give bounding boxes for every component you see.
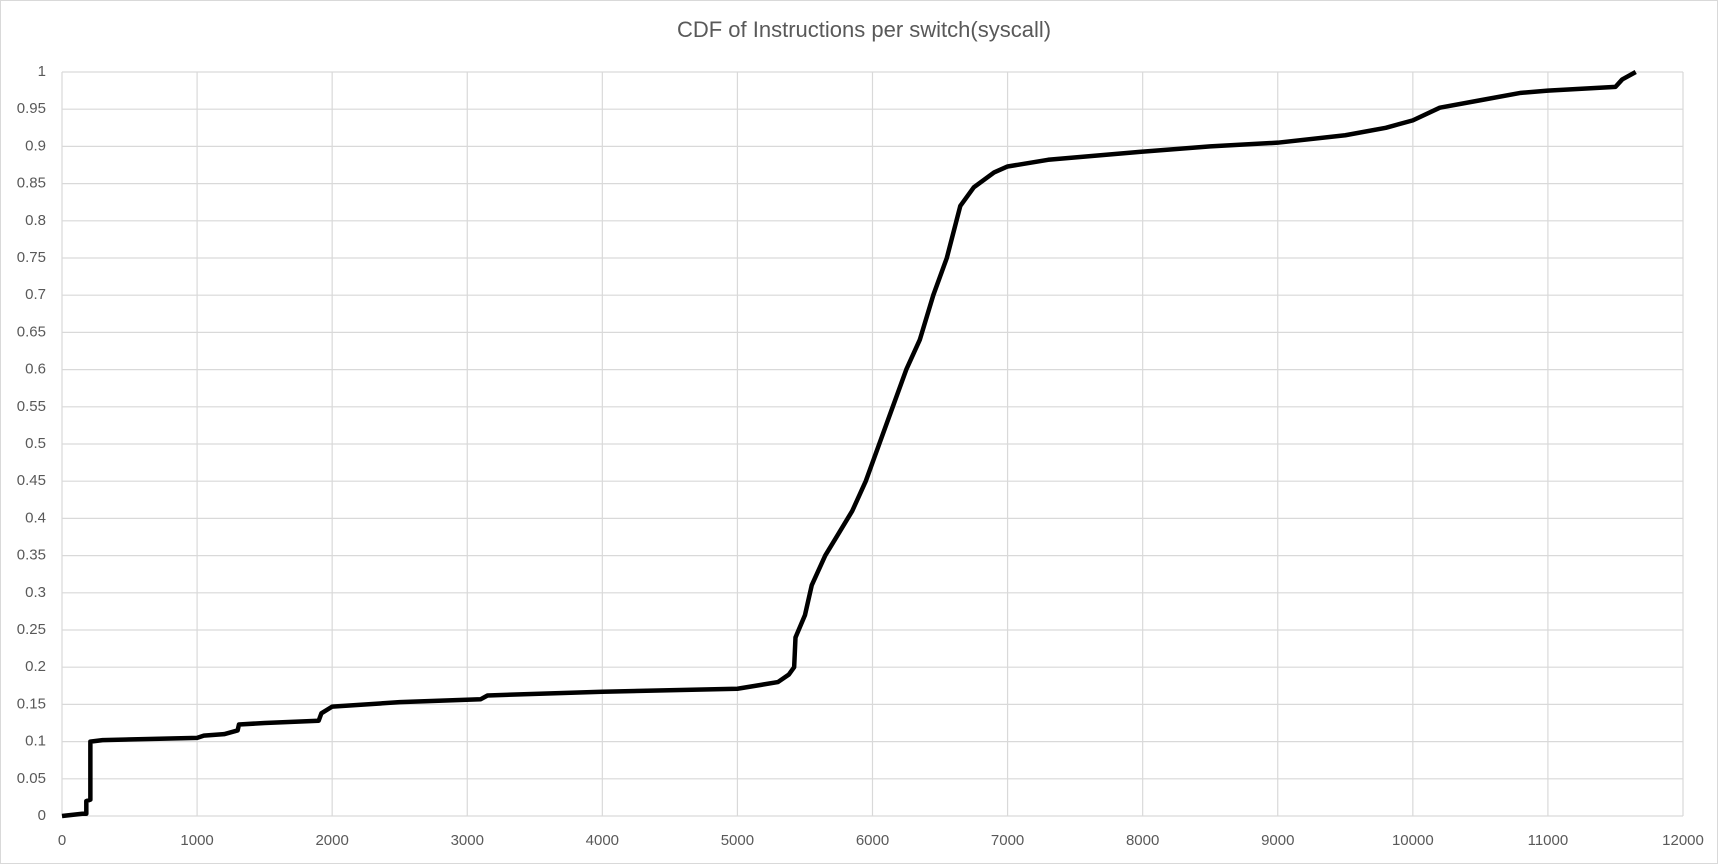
y-tick-label: 0.2: [25, 658, 46, 675]
x-tick-label: 5000: [721, 832, 754, 849]
y-tick-label: 1: [38, 63, 46, 80]
y-tick-label: 0.35: [17, 547, 46, 564]
x-tick-label: 3000: [451, 832, 484, 849]
y-tick-label: 0.65: [17, 323, 46, 340]
chart-title: CDF of Instructions per switch(syscall): [677, 17, 1051, 42]
y-tick-label: 0.75: [17, 249, 46, 266]
y-tick-label: 0.8: [25, 212, 46, 229]
x-tick-label: 0: [58, 832, 66, 849]
y-tick-label: 0.15: [17, 695, 46, 712]
y-tick-label: 0.85: [17, 175, 46, 192]
y-tick-label: 0.7: [25, 286, 46, 303]
x-tick-label: 2000: [315, 832, 348, 849]
x-tick-label: 10000: [1392, 832, 1434, 849]
y-tick-label: 0: [38, 807, 46, 824]
y-tick-label: 0.95: [17, 100, 46, 117]
y-tick-label: 0.4: [25, 509, 46, 526]
y-tick-label: 0.45: [17, 472, 46, 489]
x-tick-label: 7000: [991, 832, 1024, 849]
y-tick-label: 0.1: [25, 733, 46, 750]
y-tick-label: 0.3: [25, 584, 46, 601]
data-line: [61, 70, 1637, 819]
x-tick-label: 9000: [1261, 832, 1294, 849]
x-tick-label: 12000: [1662, 832, 1704, 849]
y-tick-label: 0.9: [25, 137, 46, 154]
x-tick-label: 8000: [1126, 832, 1159, 849]
y-tick-label: 0.5: [25, 435, 46, 452]
x-tick-label: 11000: [1528, 832, 1569, 849]
y-tick-label: 0.6: [25, 361, 46, 378]
y-tick-label: 0.25: [17, 621, 46, 638]
y-tick-label: 0.55: [17, 398, 46, 415]
x-tick-label: 4000: [586, 832, 619, 849]
x-tick-label: 1000: [180, 832, 213, 849]
x-tick-label: 6000: [856, 832, 889, 849]
y-tick-label: 0.05: [17, 770, 46, 787]
